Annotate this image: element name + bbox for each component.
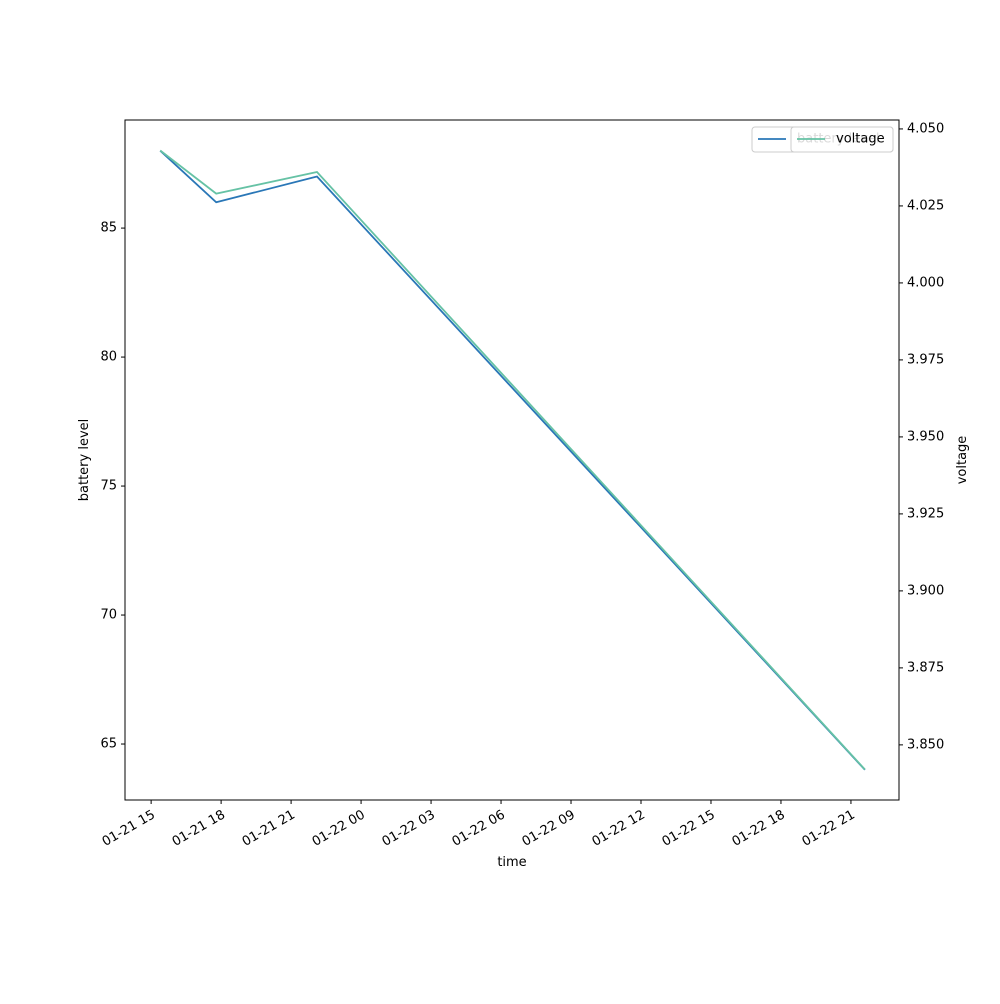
y-tick-label: 80 <box>100 350 117 365</box>
y2-tick-label: 4.000 <box>907 275 944 290</box>
x-tick-label: 01-22 12 <box>590 808 648 850</box>
x-axis-label: time <box>497 855 526 870</box>
x-tick-label: 01-22 09 <box>520 808 578 850</box>
x-tick-label: 01-21 21 <box>240 808 298 850</box>
y2-tick-label: 4.050 <box>907 121 944 136</box>
y2-tick-label: 3.875 <box>907 660 944 675</box>
x-tick-label: 01-22 06 <box>450 808 508 850</box>
series-line <box>159 149 866 771</box>
x-tick-label: 01-22 21 <box>800 808 858 850</box>
y-axis-label: battery level <box>77 419 92 502</box>
y2-tick-label: 3.850 <box>907 737 944 752</box>
y2-tick-label: 3.925 <box>907 506 944 521</box>
y-tick-label: 65 <box>100 737 117 752</box>
x-tick-label: 01-21 15 <box>100 808 158 850</box>
y2-tick-label: 4.025 <box>907 198 944 213</box>
legend-label: voltage <box>836 132 885 147</box>
legend-box <box>790 126 894 153</box>
y2-tick-label: 3.950 <box>907 429 944 444</box>
x-tick-label: 01-21 18 <box>170 808 228 850</box>
y-tick-label: 70 <box>100 608 117 623</box>
y2-tick-label: 3.975 <box>907 352 944 367</box>
y-tick-label: 75 <box>100 479 117 494</box>
x-tick-label: 01-22 03 <box>380 808 438 850</box>
plot-frame <box>124 119 900 801</box>
y2-tick-label: 3.900 <box>907 583 944 598</box>
series-line <box>159 150 866 771</box>
x-tick-label: 01-22 00 <box>310 808 368 850</box>
x-tick-label: 01-22 15 <box>660 808 718 850</box>
y2-axis-label: voltage <box>955 436 970 485</box>
y-tick-label: 85 <box>100 221 117 236</box>
x-tick-label: 01-22 18 <box>730 808 788 850</box>
